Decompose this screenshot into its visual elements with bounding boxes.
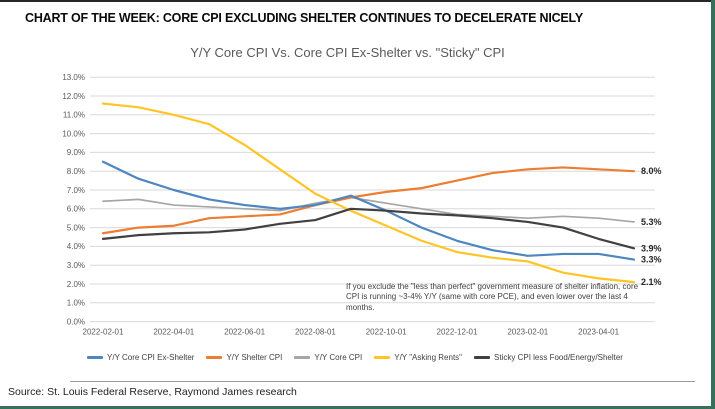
x-axis-tick-label: 2022-08-01	[295, 328, 336, 337]
legend-label: Sticky CPI less Food/Energy/Shelter	[494, 353, 623, 362]
series-end-label: 5.3%	[641, 217, 662, 227]
legend-swatch-icon	[474, 356, 491, 359]
page-title: CHART OF THE WEEK: CORE CPI EXCLUDING SH…	[25, 11, 583, 25]
series-end-label: 2.1%	[641, 277, 662, 287]
y-axis-tick-label: 7.0%	[67, 186, 85, 195]
page-border-right	[711, 0, 715, 409]
y-axis-tick-label: 2.0%	[67, 280, 85, 289]
series-line	[101, 166, 636, 235]
series-end-label: 3.9%	[641, 243, 662, 253]
footer-divider	[70, 381, 695, 382]
legend-swatch-icon	[294, 356, 311, 359]
cpi-line-chart: 0.0% 1.0% 2.0% 3.0% 4.0% 5.0% 6.0% 7.0% 8.0% 9.0%…	[62, 73, 662, 337]
y-axis-tick-label: 5.0%	[67, 223, 85, 232]
x-axis-tick-label: 2022-04-01	[153, 328, 194, 337]
chart-annotation: If you exclude the "less than perfect" g…	[346, 282, 639, 312]
y-axis-tick-label: 8.0%	[67, 167, 85, 176]
y-axis-tick-label: 3.0%	[67, 261, 85, 270]
y-axis-tick-label: 12.0%	[62, 92, 85, 101]
y-axis-tick-label: 10.0%	[62, 129, 85, 138]
page-border-top	[0, 0, 715, 2]
y-axis-tick-label: 6.0%	[67, 205, 85, 214]
legend-item: Sticky CPI less Food/Energy/Shelter	[474, 353, 623, 362]
y-axis-tick-label: 0.0%	[67, 317, 85, 326]
series-line	[101, 207, 636, 250]
source-text: Source: St. Louis Federal Reserve, Raymo…	[8, 386, 297, 398]
legend-item: Y/Y "Asking Rents"	[374, 353, 462, 362]
chart-legend: Y/Y Core CPI Ex-Shelter Y/Y Shelter CPI Y/…	[25, 353, 685, 362]
legend-item: Y/Y Core CPI	[294, 353, 362, 362]
legend-label: Y/Y Core CPI Ex-Shelter	[107, 353, 195, 362]
x-axis-tick-label: 2022-10-01	[366, 328, 407, 337]
y-axis-tick-label: 11.0%	[63, 111, 85, 120]
y-axis-tick-label: 9.0%	[67, 148, 85, 157]
legend-item: Y/Y Core CPI Ex-Shelter	[87, 353, 194, 362]
legend-item: Y/Y Shelter CPI	[206, 353, 282, 362]
y-axis-tick-label: 13.0%	[62, 73, 85, 82]
x-axis-tick-label: 2022-02-01	[83, 328, 124, 337]
series-line	[101, 160, 636, 261]
series-end-label: 8.0%	[641, 166, 662, 176]
legend-label: Y/Y Shelter CPI	[226, 353, 283, 362]
x-axis-tick-label: 2022-12-01	[437, 328, 478, 337]
legend-label: Y/Y "Asking Rents"	[394, 353, 463, 362]
x-axis-tick-label: 2022-06-01	[224, 328, 265, 337]
series-line	[102, 196, 635, 223]
page-border-bottom	[0, 406, 715, 409]
series-end-label: 3.3%	[641, 255, 662, 265]
x-axis-tick-label: 2023-02-01	[507, 328, 548, 337]
y-axis-tick-label: 1.0%	[67, 299, 85, 308]
legend-swatch-icon	[374, 356, 391, 359]
x-axis-tick-label: 2023-04-01	[578, 328, 619, 337]
y-axis-tick-label: 4.0%	[67, 242, 85, 251]
series-line	[101, 102, 636, 284]
chart-title: Y/Y Core CPI Vs. Core CPI Ex-Shelter vs.…	[190, 45, 505, 60]
legend-swatch-icon	[87, 356, 104, 359]
legend-swatch-icon	[206, 356, 223, 359]
legend-label: Y/Y Core CPI	[314, 353, 363, 362]
